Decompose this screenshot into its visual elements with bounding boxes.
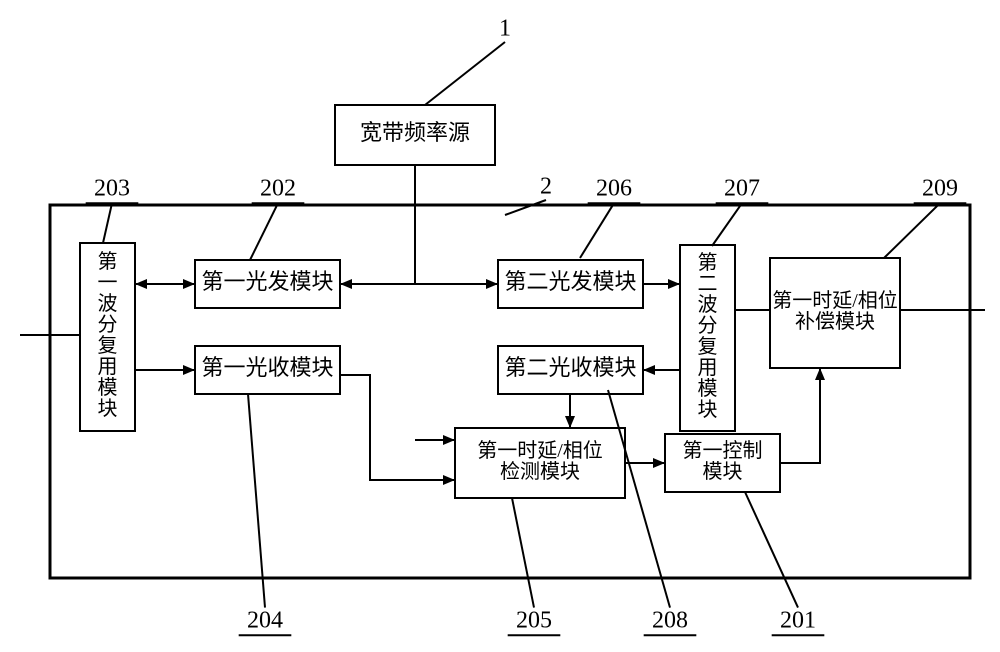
box-b207-line-1: 二 — [698, 273, 718, 295]
label-l1: 1 — [425, 16, 511, 106]
label-l206-text: 206 — [596, 176, 632, 202]
box-b202: 第一光发模块 — [195, 260, 340, 308]
box-b209: 第一时延/相位补偿模块 — [770, 258, 900, 368]
box-b204-line-0: 第一光收模块 — [201, 355, 333, 380]
label-l209: 209 — [884, 176, 966, 259]
box-b202-line-0: 第一光发模块 — [201, 269, 333, 294]
label-l205-text: 205 — [516, 608, 552, 634]
box-b204: 第一光收模块 — [195, 346, 340, 394]
box-b207-line-3: 分 — [698, 314, 718, 337]
box-b206: 第二光发模块 — [498, 260, 643, 308]
box-b203-line-3: 分 — [98, 313, 118, 336]
box-src-line-0: 宽带频率源 — [360, 120, 470, 145]
label-l208-text: 208 — [652, 608, 688, 634]
box-b207-line-7: 块 — [698, 398, 718, 421]
box-b203-line-7: 块 — [98, 397, 118, 420]
block-diagram: 宽带频率源第一波分复用模块第一光发模块第一光收模块第二光发模块第二光收模块第一时… — [0, 0, 1000, 652]
label-l201: 201 — [745, 492, 824, 635]
box-b203-line-2: 波 — [98, 292, 118, 315]
box-b207-line-6: 模 — [698, 377, 718, 400]
box-b205: 第一时延/相位检测模块 — [455, 428, 625, 498]
label-l202: 202 — [250, 176, 304, 261]
box-b208-line-0: 第二光收模块 — [504, 355, 636, 380]
box-b203-line-0: 第 — [98, 250, 118, 273]
box-b207-line-4: 复 — [698, 335, 718, 358]
box-b206-line-0: 第二光发模块 — [504, 269, 636, 294]
box-b201-line-1: 模块 — [703, 460, 743, 483]
box-b201: 第一控制模块 — [665, 434, 780, 492]
box-b205-line-0: 第一时延/相位 — [477, 439, 603, 462]
box-b203-line-5: 用 — [98, 356, 118, 378]
box-b203-line-6: 模 — [98, 376, 118, 399]
label-l203: 203 — [86, 176, 139, 244]
box-b203-line-4: 复 — [98, 334, 118, 357]
label-l201-text: 201 — [780, 608, 816, 634]
label-l206: 206 — [580, 176, 640, 259]
box-b207-line-0: 第 — [698, 251, 718, 274]
box-b203-line-1: 一 — [98, 272, 118, 294]
label-l204: 204 — [239, 394, 292, 635]
box-b205-line-1: 检测模块 — [500, 460, 580, 483]
label-l204-text: 204 — [247, 608, 283, 634]
box-b209-line-1: 补偿模块 — [795, 310, 875, 333]
label-l202-text: 202 — [260, 176, 296, 202]
label-l205: 205 — [508, 498, 561, 635]
box-b203: 第一波分复用模块 — [80, 243, 135, 431]
box-b207-line-5: 用 — [698, 357, 718, 379]
label-l1-text: 1 — [499, 16, 511, 42]
box-b207: 第二波分复用模块 — [680, 245, 735, 431]
label-l203-text: 203 — [94, 176, 130, 202]
box-b207-line-2: 波 — [698, 293, 718, 316]
label-l209-text: 209 — [922, 176, 958, 202]
box-b208: 第二光收模块 — [498, 346, 643, 394]
label-l2: 2 — [505, 174, 552, 216]
label-l207: 207 — [712, 176, 768, 247]
box-b209-line-0: 第一时延/相位 — [772, 289, 898, 312]
box-b201-line-0: 第一控制 — [683, 439, 763, 462]
label-l2-text: 2 — [540, 174, 552, 200]
label-l207-text: 207 — [724, 176, 760, 202]
box-src: 宽带频率源 — [335, 105, 495, 165]
